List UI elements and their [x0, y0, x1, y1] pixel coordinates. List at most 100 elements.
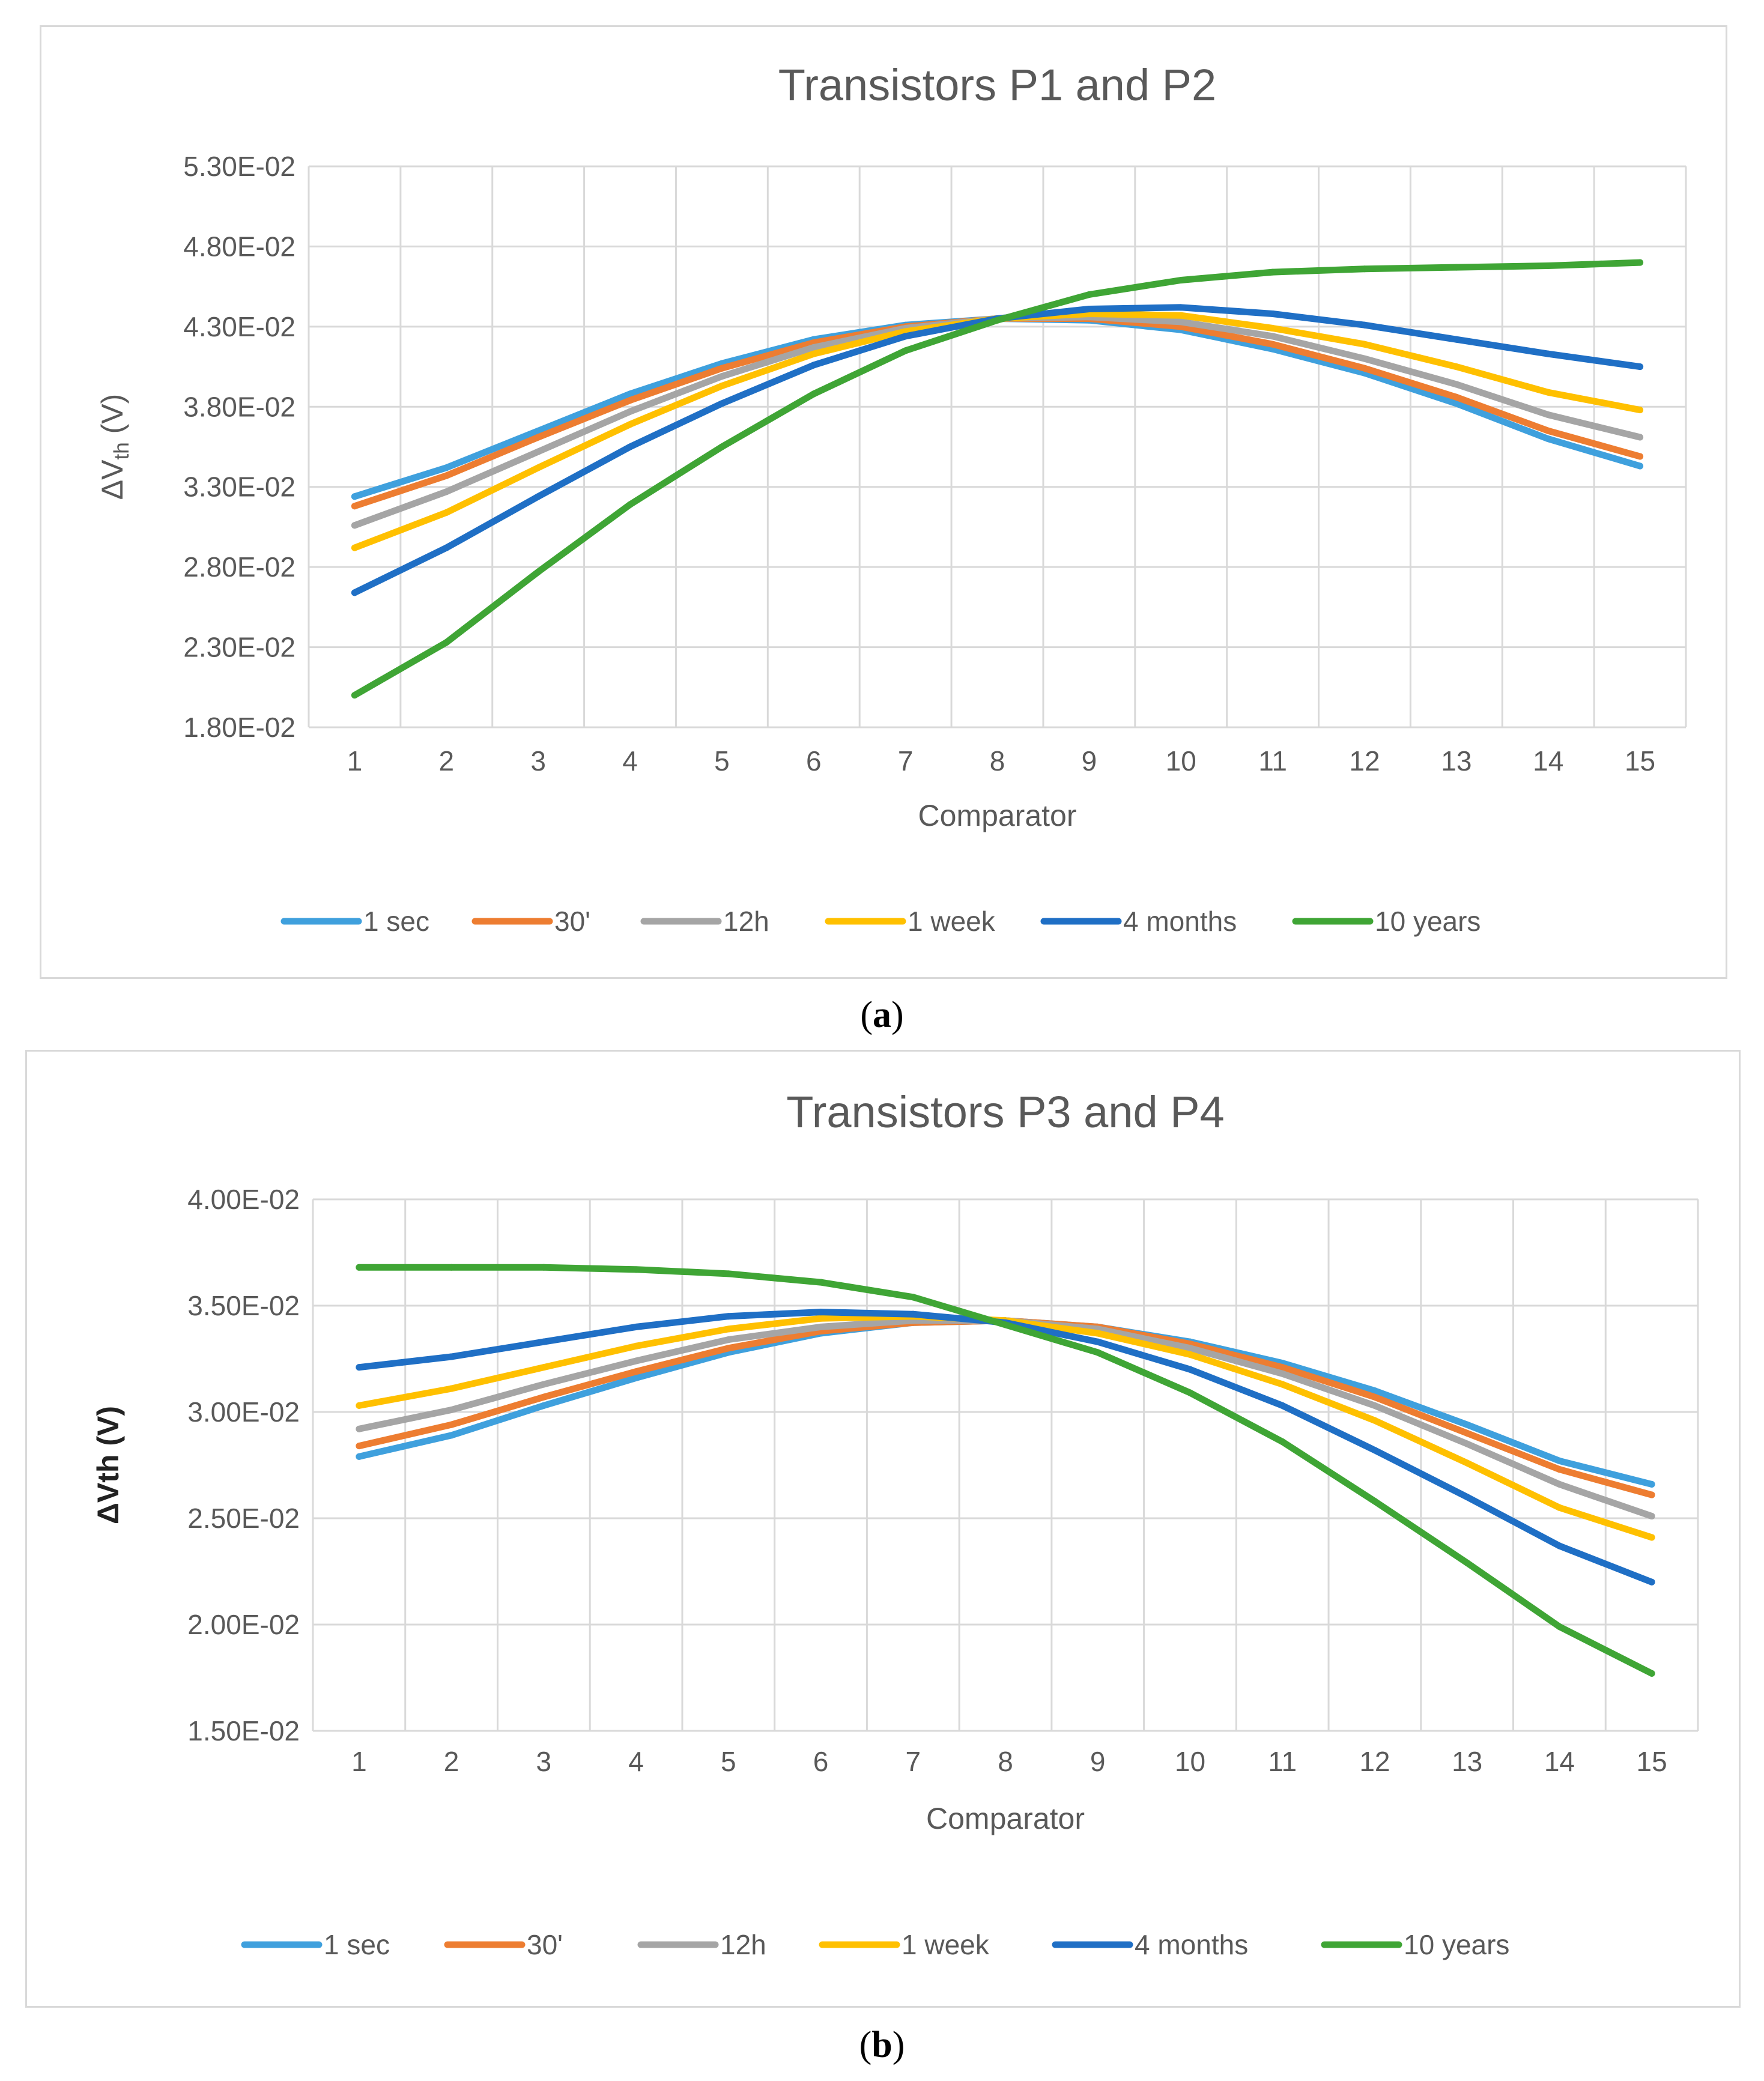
- chart-a-xtick-label: 12: [1349, 745, 1380, 777]
- chart-a-point-12h: [535, 448, 542, 455]
- chart-a-point-10-years: [1177, 276, 1184, 283]
- chart-b-point-30: [448, 1421, 455, 1428]
- chart-a-xtick-label: 9: [1082, 745, 1097, 777]
- chart-a-xtick-label: 10: [1166, 745, 1196, 777]
- chart-b-ytick-label: 3.00E-02: [187, 1396, 300, 1428]
- chart-b-point-1-week: [817, 1315, 825, 1322]
- chart-b-point-30: [1556, 1466, 1563, 1473]
- chart-b-point-12h: [1186, 1345, 1193, 1352]
- chart-b-point-30: [540, 1393, 547, 1401]
- chart-a-point-1-sec: [443, 464, 450, 471]
- chart-a-point-1-week: [626, 421, 634, 428]
- chart-b-point-10-years: [356, 1264, 363, 1271]
- chart-b-point-12h: [1279, 1370, 1286, 1377]
- chart-a-point-4-months: [443, 544, 450, 551]
- chart-a-point-4-months: [1545, 350, 1552, 357]
- chart-a-point-12h: [351, 522, 358, 529]
- chart-a-point-10-years: [1085, 291, 1093, 298]
- chart-a-point-10-years: [535, 568, 542, 575]
- chart-b-point-10-years: [725, 1270, 732, 1277]
- chart-b-point-12h: [632, 1357, 640, 1365]
- chart-a-point-1-week: [1361, 341, 1368, 348]
- chart-b-point-12h: [1464, 1440, 1471, 1447]
- chart-b-point-4-months: [448, 1353, 455, 1360]
- chart-b-point-10-years: [1371, 1498, 1378, 1505]
- chart-a-xtick-label: 8: [990, 745, 1005, 777]
- chart-b-ytick-label: 2.50E-02: [187, 1503, 300, 1534]
- chart-a-xtick-label: 6: [806, 745, 822, 777]
- chart-a-point-12h: [810, 344, 817, 351]
- chart-a-point-12h: [1545, 411, 1552, 419]
- chart-a-point-10-years: [1453, 264, 1460, 271]
- chart-a-point-10-years: [1637, 259, 1644, 266]
- chart-a-legend-label-1-week: 1 week: [908, 906, 996, 937]
- chart-b-point-1-week: [1464, 1459, 1471, 1467]
- caption-b-letter: b: [871, 2025, 893, 2065]
- chart-b-ytick-label: 2.00E-02: [187, 1609, 300, 1640]
- chart-b-point-4-months: [540, 1338, 547, 1345]
- chart-b-point-10-years: [1002, 1321, 1009, 1328]
- chart-b-legend-label-30: 30': [527, 1929, 563, 1960]
- chart-b-point-10-years: [448, 1264, 455, 1271]
- chart-b-point-30: [725, 1345, 732, 1352]
- chart-a-point-1-week: [1637, 407, 1644, 414]
- chart-b-point-4-months: [1094, 1338, 1102, 1345]
- chart-a-point-4-months: [1177, 304, 1184, 311]
- chart-b-legend-label-1-week: 1 week: [902, 1929, 990, 1960]
- chart-b-point-1-week: [1648, 1534, 1655, 1541]
- chart-a-point-30: [443, 472, 450, 479]
- chart-b-xtick-label: 6: [813, 1746, 829, 1777]
- caption-a-letter: a: [873, 995, 891, 1035]
- chart-b-point-1-sec: [356, 1453, 363, 1460]
- chart-b-point-10-years: [1648, 1670, 1655, 1677]
- chart-b-point-4-months: [725, 1313, 732, 1320]
- chart-a-point-1-sec: [351, 493, 358, 500]
- chart-b-xlabel: Comparator: [926, 1802, 1085, 1835]
- chart-a-ylabel: ΔVth (V): [95, 394, 133, 500]
- chart-b-xtick-label: 7: [905, 1746, 921, 1777]
- chart-a-point-30: [1545, 427, 1552, 434]
- chart-b-point-1-week: [725, 1325, 732, 1333]
- chart-b-point-1-sec: [540, 1402, 547, 1409]
- chart-b-title: Transistors P3 and P4: [786, 1087, 1224, 1137]
- chart-b-point-30: [1371, 1393, 1378, 1401]
- chart-a-point-30: [718, 365, 726, 372]
- chart-b-point-1-week: [1094, 1330, 1102, 1337]
- chart-b-xtick-label: 2: [444, 1746, 459, 1777]
- chart-a-point-10-years: [902, 347, 909, 354]
- chart-b-series-line-4-months: [356, 1309, 1655, 1586]
- chart-a-xtick-label: 4: [622, 745, 638, 777]
- chart-b-xtick-label: 5: [721, 1746, 736, 1777]
- chart-a-legend-label-12h: 12h: [723, 906, 769, 937]
- chart-b-point-4-months: [817, 1309, 825, 1316]
- chart-a-point-1-sec: [626, 390, 634, 398]
- chart-a-point-4-months: [902, 333, 909, 340]
- chart-b-point-10-years: [632, 1266, 640, 1273]
- chart-b-point-30: [1279, 1364, 1286, 1371]
- chart-a-ytick-label: 1.80E-02: [183, 712, 296, 743]
- chart-a-xtick-label: 1: [347, 745, 363, 777]
- chart-b-xtick-label: 4: [628, 1746, 644, 1777]
- chart-a-point-1-week: [351, 544, 358, 551]
- chart-b-point-10-years: [540, 1264, 547, 1271]
- chart-a-point-12h: [1269, 333, 1276, 340]
- chart-a-point-1-sec: [1637, 462, 1644, 470]
- chart-a-point-4-months: [351, 589, 358, 596]
- chart-a-ytick-label: 4.80E-02: [183, 231, 296, 262]
- chart-a-point-12h: [1637, 434, 1644, 441]
- chart-a-point-10-years: [1269, 268, 1276, 276]
- chart-a-xtick-label: 11: [1258, 745, 1287, 777]
- chart-a-point-30: [626, 397, 634, 404]
- chart-a-point-12h: [1453, 381, 1460, 388]
- chart-a-xtick-label: 2: [439, 745, 455, 777]
- chart-a-point-30: [351, 503, 358, 510]
- chart-a-ylabel-sub: th: [110, 442, 133, 459]
- chart-a-xtick-label: 3: [530, 745, 546, 777]
- chart-b-point-4-months: [632, 1323, 640, 1330]
- chart-a-xtick-label: 7: [898, 745, 914, 777]
- chart-a-title: Transistors P1 and P2: [778, 60, 1216, 110]
- chart-a-point-4-months: [810, 362, 817, 369]
- chart-a-xtick-label: 14: [1533, 745, 1563, 777]
- chart-b-point-1-week: [632, 1342, 640, 1349]
- chart-b-point-30: [356, 1443, 363, 1450]
